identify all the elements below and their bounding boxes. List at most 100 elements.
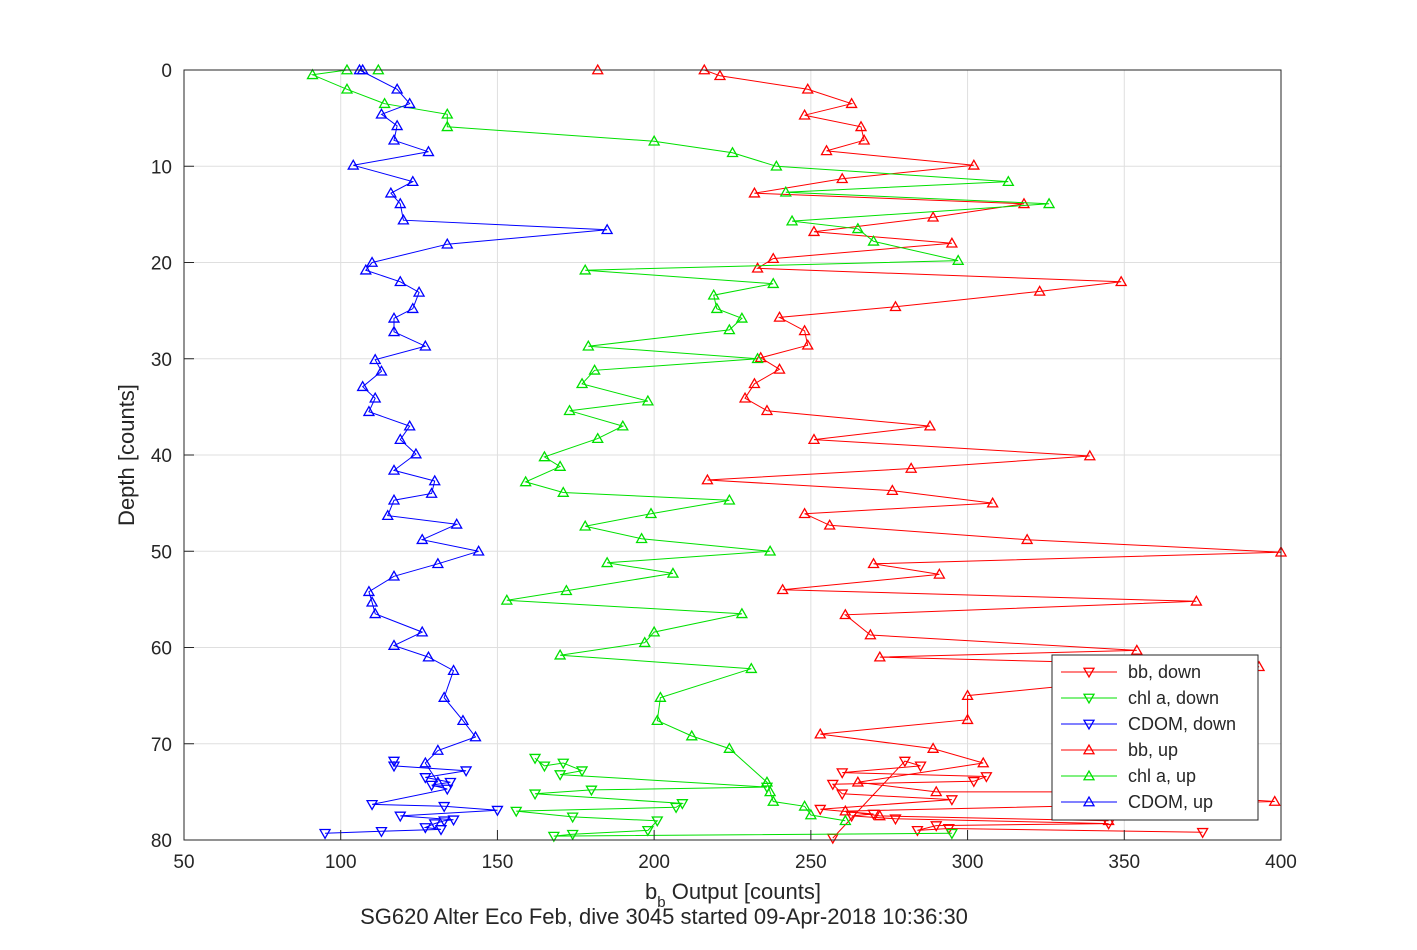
data-point <box>735 312 749 323</box>
legend: bb, down chl a, down CDOM, down bb, up chl a… <box>1051 654 1259 821</box>
data-point <box>754 351 767 363</box>
data-point <box>839 814 852 826</box>
data-point <box>854 120 868 132</box>
data-point <box>491 805 504 817</box>
y-tick-label: 30 <box>151 350 172 371</box>
data-point <box>1190 594 1203 606</box>
y-tick-label: 20 <box>151 254 172 275</box>
data-point <box>826 779 839 791</box>
data-point <box>387 133 401 145</box>
data-point <box>726 146 739 158</box>
data-point <box>519 475 532 487</box>
data-point <box>1115 275 1128 287</box>
data-point <box>836 768 849 779</box>
data-point <box>387 493 401 505</box>
data-point <box>575 766 589 778</box>
legend-marker <box>1082 667 1096 679</box>
x-tick-label: 50 <box>173 852 194 873</box>
data-point <box>961 689 974 701</box>
y-tick-label: 70 <box>151 735 172 756</box>
data-point <box>1033 285 1046 296</box>
data-point <box>798 108 811 120</box>
data-point <box>585 785 598 797</box>
data-point <box>547 831 560 843</box>
series-cdom-up <box>347 63 614 787</box>
series-cdom-down <box>318 756 504 840</box>
x-axis-label: bb Output [counts] <box>645 879 821 911</box>
data-point <box>340 63 354 75</box>
data-point <box>416 625 429 637</box>
data-point <box>318 828 332 840</box>
data-point <box>763 544 777 556</box>
data-point <box>431 557 444 569</box>
data-point <box>591 63 604 75</box>
data-point <box>387 639 401 650</box>
data-point <box>748 186 761 198</box>
legend-entry-label: CDOM, up <box>1128 792 1213 812</box>
data-point <box>378 97 391 109</box>
data-point <box>412 286 426 297</box>
data-point <box>930 785 943 797</box>
data-point <box>977 756 990 768</box>
x-tick-label: 400 <box>1265 852 1297 873</box>
data-point <box>553 648 567 660</box>
data-point <box>387 325 401 337</box>
data-point <box>745 662 758 674</box>
data-point <box>356 380 369 392</box>
data-point <box>961 713 974 725</box>
data-point <box>409 447 423 459</box>
data-point <box>306 68 319 80</box>
data-point <box>798 507 811 519</box>
data-point <box>510 806 523 818</box>
data-point <box>889 814 902 826</box>
data-point <box>807 225 821 237</box>
data-point <box>986 496 999 508</box>
data-point <box>441 107 454 119</box>
data-point <box>394 811 407 823</box>
data-point <box>447 815 460 827</box>
data-point <box>723 742 736 753</box>
series-line <box>310 69 1050 822</box>
data-point <box>375 107 388 119</box>
data-point <box>575 377 589 389</box>
data-point <box>419 339 432 351</box>
data-point <box>923 419 937 431</box>
legend-entry-label: chl a, up <box>1128 766 1196 786</box>
legend-entry-label: bb, down <box>1128 662 1201 682</box>
series-layer <box>306 63 1288 845</box>
series-bb-up <box>591 63 1288 826</box>
data-point <box>340 82 354 94</box>
data-point <box>773 363 786 374</box>
data-point <box>384 186 397 198</box>
data-point <box>431 744 444 755</box>
data-point <box>362 585 376 597</box>
data-point <box>391 82 404 94</box>
data-point <box>372 63 385 75</box>
data-point <box>864 628 877 640</box>
data-point <box>1196 827 1209 839</box>
legend-entry-label: CDOM, down <box>1128 714 1236 734</box>
data-point <box>767 795 780 806</box>
x-tick-label: 150 <box>482 852 514 873</box>
data-point <box>601 556 614 568</box>
data-point <box>456 714 470 726</box>
data-point <box>353 63 366 75</box>
x-tick-label: 300 <box>952 852 984 873</box>
data-point <box>980 772 993 783</box>
data-point <box>836 789 849 801</box>
data-point <box>654 691 667 702</box>
data-point <box>359 263 372 275</box>
data-point <box>873 809 886 821</box>
data-point <box>952 254 965 265</box>
data-point <box>391 119 404 131</box>
data-point <box>375 826 388 838</box>
data-point <box>851 222 864 234</box>
data-point <box>365 595 379 607</box>
data-point <box>438 801 451 813</box>
data-point <box>638 636 651 648</box>
y-tick-label: 60 <box>151 639 172 660</box>
data-point <box>387 569 401 581</box>
data-point <box>820 144 833 156</box>
